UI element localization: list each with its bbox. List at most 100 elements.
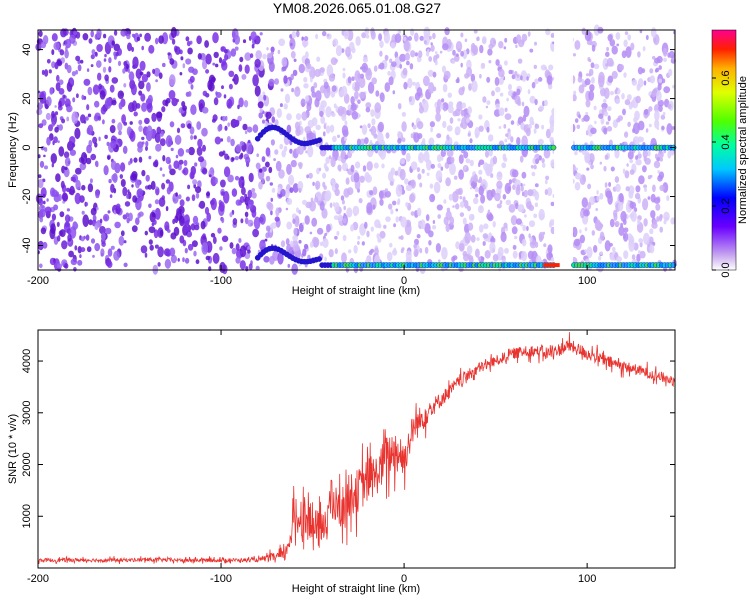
noise-speck bbox=[487, 48, 493, 56]
noise-speck bbox=[58, 124, 63, 131]
spectrogram-frame bbox=[37, 29, 676, 271]
noise-speck bbox=[43, 154, 46, 158]
noise-speck bbox=[286, 124, 292, 134]
noise-speck bbox=[174, 46, 181, 55]
noise-speck bbox=[319, 241, 324, 247]
noise-speck bbox=[399, 168, 406, 181]
noise-speck bbox=[488, 43, 494, 50]
noise-speck bbox=[248, 172, 254, 183]
noise-speck bbox=[623, 72, 627, 78]
noise-speck bbox=[397, 131, 402, 139]
noise-speck bbox=[506, 97, 509, 102]
noise-speck bbox=[538, 213, 545, 220]
noise-speck bbox=[494, 192, 501, 202]
noise-speck bbox=[486, 189, 494, 201]
noise-speck bbox=[405, 152, 411, 162]
noise-speck bbox=[247, 245, 251, 251]
noise-speck bbox=[195, 259, 200, 265]
noise-speck bbox=[274, 78, 279, 85]
noise-speck bbox=[609, 242, 613, 247]
noise-speck bbox=[175, 192, 178, 197]
noise-speck bbox=[96, 60, 102, 68]
noise-speck bbox=[541, 124, 545, 130]
noise-speck bbox=[296, 147, 300, 155]
noise-speck bbox=[146, 125, 153, 139]
noise-speck bbox=[351, 76, 355, 81]
noise-speck bbox=[90, 30, 94, 38]
noise-speck bbox=[174, 134, 182, 145]
noise-speck bbox=[374, 102, 382, 113]
noise-speck bbox=[61, 118, 66, 124]
noise-speck bbox=[133, 111, 138, 117]
noise-speck bbox=[385, 132, 390, 139]
noise-speck bbox=[522, 224, 527, 232]
noise-speck bbox=[53, 136, 58, 144]
noise-speck bbox=[354, 161, 361, 169]
noise-speck bbox=[590, 127, 597, 135]
noise-speck bbox=[56, 74, 60, 82]
noise-speck bbox=[414, 238, 419, 246]
noise-speck bbox=[370, 109, 375, 118]
noise-speck bbox=[90, 64, 94, 68]
noise-speck bbox=[284, 93, 291, 104]
noise-speck bbox=[232, 218, 238, 225]
noise-speck bbox=[283, 103, 288, 110]
colorbar-label: Normalized spectral amplitude bbox=[737, 76, 749, 224]
noise-speck bbox=[155, 143, 162, 152]
noise-speck bbox=[515, 44, 518, 49]
noise-speck bbox=[491, 90, 495, 97]
noise-speck bbox=[278, 38, 286, 47]
noise-speck bbox=[295, 127, 301, 137]
noise-speck bbox=[152, 161, 158, 168]
noise-speck bbox=[64, 263, 69, 269]
noise-speck bbox=[218, 151, 224, 157]
noise-speck bbox=[637, 151, 641, 155]
noise-speck bbox=[233, 73, 239, 85]
noise-speck bbox=[412, 81, 416, 86]
noise-speck bbox=[630, 210, 637, 222]
noise-speck bbox=[201, 168, 208, 175]
spectrogram-xlabel: Height of straight line (km) bbox=[292, 285, 420, 297]
noise-speck bbox=[256, 70, 260, 76]
noise-speck bbox=[110, 245, 115, 250]
noise-speck bbox=[432, 32, 436, 40]
noise-speck bbox=[196, 121, 202, 130]
noise-speck bbox=[104, 74, 109, 82]
noise-speck bbox=[538, 231, 545, 241]
noise-speck bbox=[366, 230, 370, 238]
noise-speck bbox=[361, 124, 368, 135]
noise-speck bbox=[410, 161, 418, 171]
noise-speck bbox=[220, 179, 226, 188]
noise-speck bbox=[649, 174, 653, 178]
noise-speck bbox=[422, 138, 426, 145]
noise-speck bbox=[413, 124, 416, 130]
noise-speck bbox=[366, 255, 372, 265]
noise-speck bbox=[538, 105, 545, 111]
noise-speck bbox=[475, 193, 479, 198]
noise-speck bbox=[585, 99, 591, 108]
noise-speck bbox=[609, 91, 615, 96]
noise-speck bbox=[508, 204, 516, 213]
noise-speck bbox=[117, 90, 125, 99]
noise-speck bbox=[359, 91, 366, 99]
noise-speck bbox=[129, 130, 136, 142]
noise-speck bbox=[639, 250, 646, 259]
noise-speck bbox=[593, 245, 598, 253]
noise-speck bbox=[668, 68, 673, 77]
noise-speck bbox=[492, 253, 499, 262]
noise-speck bbox=[187, 184, 191, 190]
noise-speck bbox=[585, 111, 589, 116]
noise-speck bbox=[265, 161, 270, 168]
noise-speck bbox=[506, 131, 512, 140]
noise-speck bbox=[154, 207, 161, 220]
noise-speck bbox=[325, 125, 331, 134]
noise-speck bbox=[635, 185, 641, 193]
noise-speck bbox=[353, 213, 357, 217]
noise-speck bbox=[495, 59, 500, 66]
noise-speck bbox=[323, 185, 327, 191]
noise-speck bbox=[268, 78, 275, 87]
noise-speck bbox=[534, 78, 539, 85]
noise-speck bbox=[191, 194, 196, 202]
noise-speck bbox=[614, 176, 620, 183]
noise-speck bbox=[436, 204, 443, 211]
